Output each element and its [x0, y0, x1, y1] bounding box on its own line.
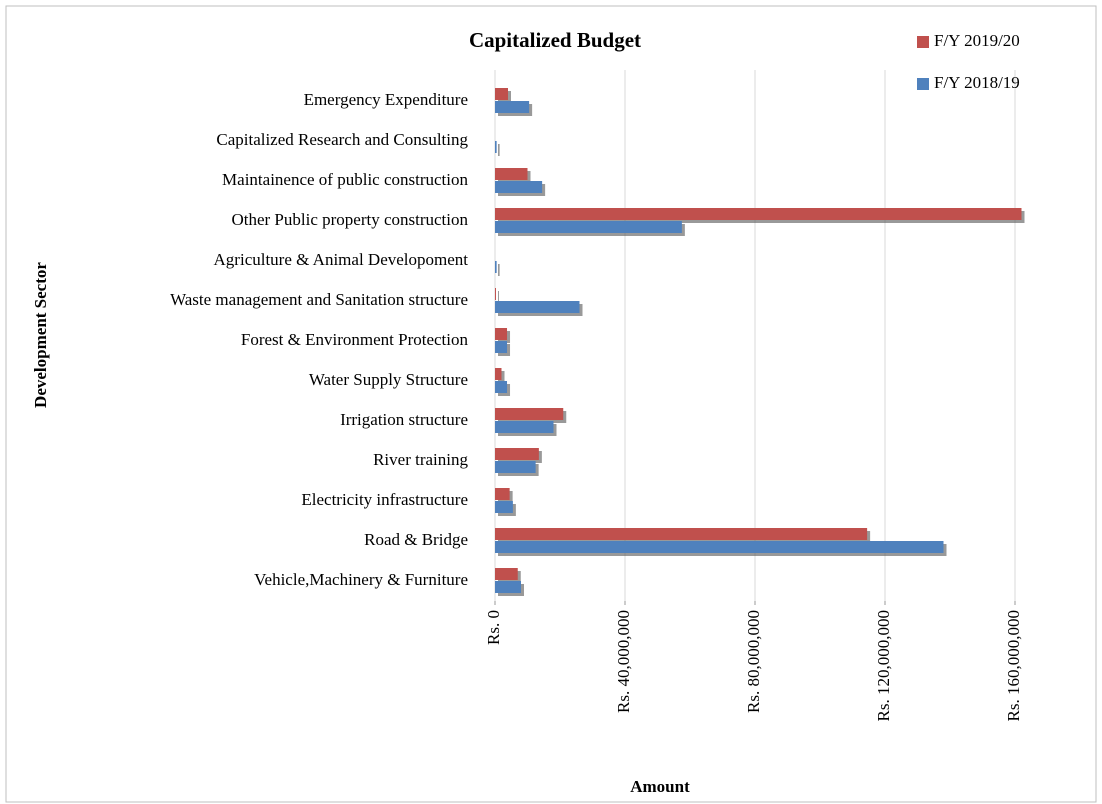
y-tick-label: Water Supply Structure: [309, 370, 468, 389]
bar: [495, 208, 1022, 220]
bar: [495, 528, 868, 540]
bar: [495, 381, 508, 393]
bar: [495, 581, 521, 593]
bar-depth: [498, 264, 500, 276]
y-tick-label: Forest & Environment Protection: [241, 330, 469, 349]
bar: [495, 301, 580, 313]
chart-frame: [5, 5, 1097, 803]
y-tick-label: River training: [373, 450, 468, 469]
y-axis-title: Development Sector: [31, 262, 50, 408]
bar: [495, 88, 508, 100]
bar: [495, 568, 518, 580]
bar: [495, 261, 497, 273]
bar: [495, 341, 508, 353]
bar: [495, 368, 502, 380]
x-tick-label: Rs. 40,000,000: [614, 610, 633, 713]
x-tick-label: Rs. 120,000,000: [874, 610, 893, 721]
y-tick-label: Agriculture & Animal Developoment: [214, 250, 469, 269]
bar-depth: [498, 144, 500, 156]
chart-title: Capitalized Budget: [469, 28, 641, 52]
y-tick-label: Electricity infrastructure: [301, 490, 468, 509]
bar-depth: [498, 291, 499, 303]
y-tick-label: Other Public property construction: [231, 210, 468, 229]
bar: [495, 181, 543, 193]
bar: [495, 488, 510, 500]
y-tick-label: Emergency Expenditure: [304, 90, 468, 109]
legend-label: F/Y 2019/20: [934, 31, 1020, 50]
y-tick-label: Vehicle,Machinery & Furniture: [254, 570, 468, 589]
x-tick-label: Rs. 80,000,000: [744, 610, 763, 713]
y-tick-label: Irrigation structure: [340, 410, 468, 429]
y-tick-label: Road & Bridge: [364, 530, 468, 549]
bar: [495, 541, 944, 553]
x-axis-title: Amount: [630, 777, 690, 796]
bar: [495, 328, 508, 340]
y-tick-label: Capitalized Research and Consulting: [216, 130, 468, 149]
legend-swatch: [917, 78, 929, 90]
legend-label: F/Y 2018/19: [934, 73, 1020, 92]
y-tick-label: Waste management and Sanitation structur…: [170, 290, 468, 309]
bar: [495, 421, 554, 433]
y-tick-label: Maintainence of public construction: [222, 170, 468, 189]
x-tick-label: Rs. 160,000,000: [1004, 610, 1023, 721]
bar: [495, 221, 682, 233]
bar: [495, 101, 530, 113]
bar: [495, 141, 497, 153]
bar: [495, 168, 528, 180]
bar: [495, 461, 536, 473]
x-tick-label: Rs. 0: [484, 610, 503, 645]
bar: [495, 288, 496, 300]
legend-swatch: [917, 36, 929, 48]
bar: [495, 501, 513, 513]
bar: [495, 448, 539, 460]
bar: [495, 408, 564, 420]
